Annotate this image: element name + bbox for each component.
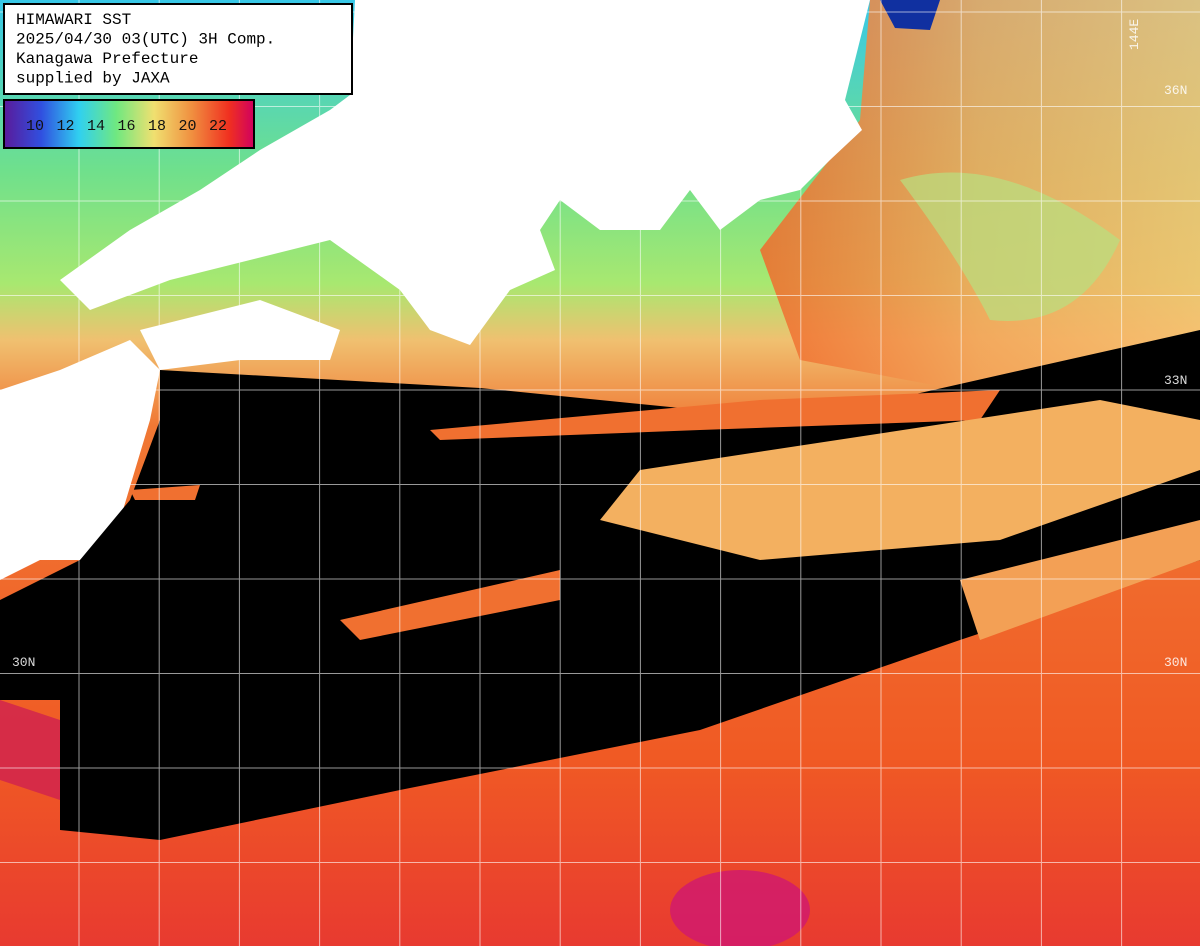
lat-label: 30N [12,655,35,670]
warm-spot [670,870,810,946]
lat-label: 30N [1164,655,1187,670]
scale-label: 22 [209,118,227,135]
info-box: HIMAWARI SST 2025/04/30 03(UTC) 3H Comp.K… [3,3,353,95]
lon-label: 136E [483,13,498,44]
land [60,0,870,345]
lon-labels: 136E 144E [483,13,1142,50]
sst-streak [130,485,200,500]
lat-labels: 36N 33N 30N 30N [12,83,1187,670]
scale-label: 18 [148,118,166,135]
sst-streak [430,390,1000,440]
scale-label: 16 [118,118,136,135]
cold-spot [880,0,940,30]
lat-label: 36N [1164,83,1187,98]
lon-label: 144E [1127,19,1142,50]
scale-label: 10 [26,118,44,135]
info-line: supplied by JAXA [16,70,170,88]
scale-label: 12 [57,118,75,135]
info-line: 2025/04/30 03(UTC) 3H Comp. [16,31,275,49]
sst-streak [600,400,1200,560]
info-box-bg [3,3,353,95]
info-line: HIMAWARI SST [16,11,131,29]
land [140,300,340,370]
sst-streak [960,520,1200,640]
color-scale: 10 12 14 16 18 20 22 [3,99,255,149]
lat-label: 33N [1164,373,1187,388]
scale-label: 20 [179,118,197,135]
sst-streak [340,570,560,640]
color-scale-bar [3,99,255,149]
info-line: Kanagawa Prefecture [16,50,198,68]
eddy [900,172,1120,321]
scale-label: 14 [87,118,105,135]
